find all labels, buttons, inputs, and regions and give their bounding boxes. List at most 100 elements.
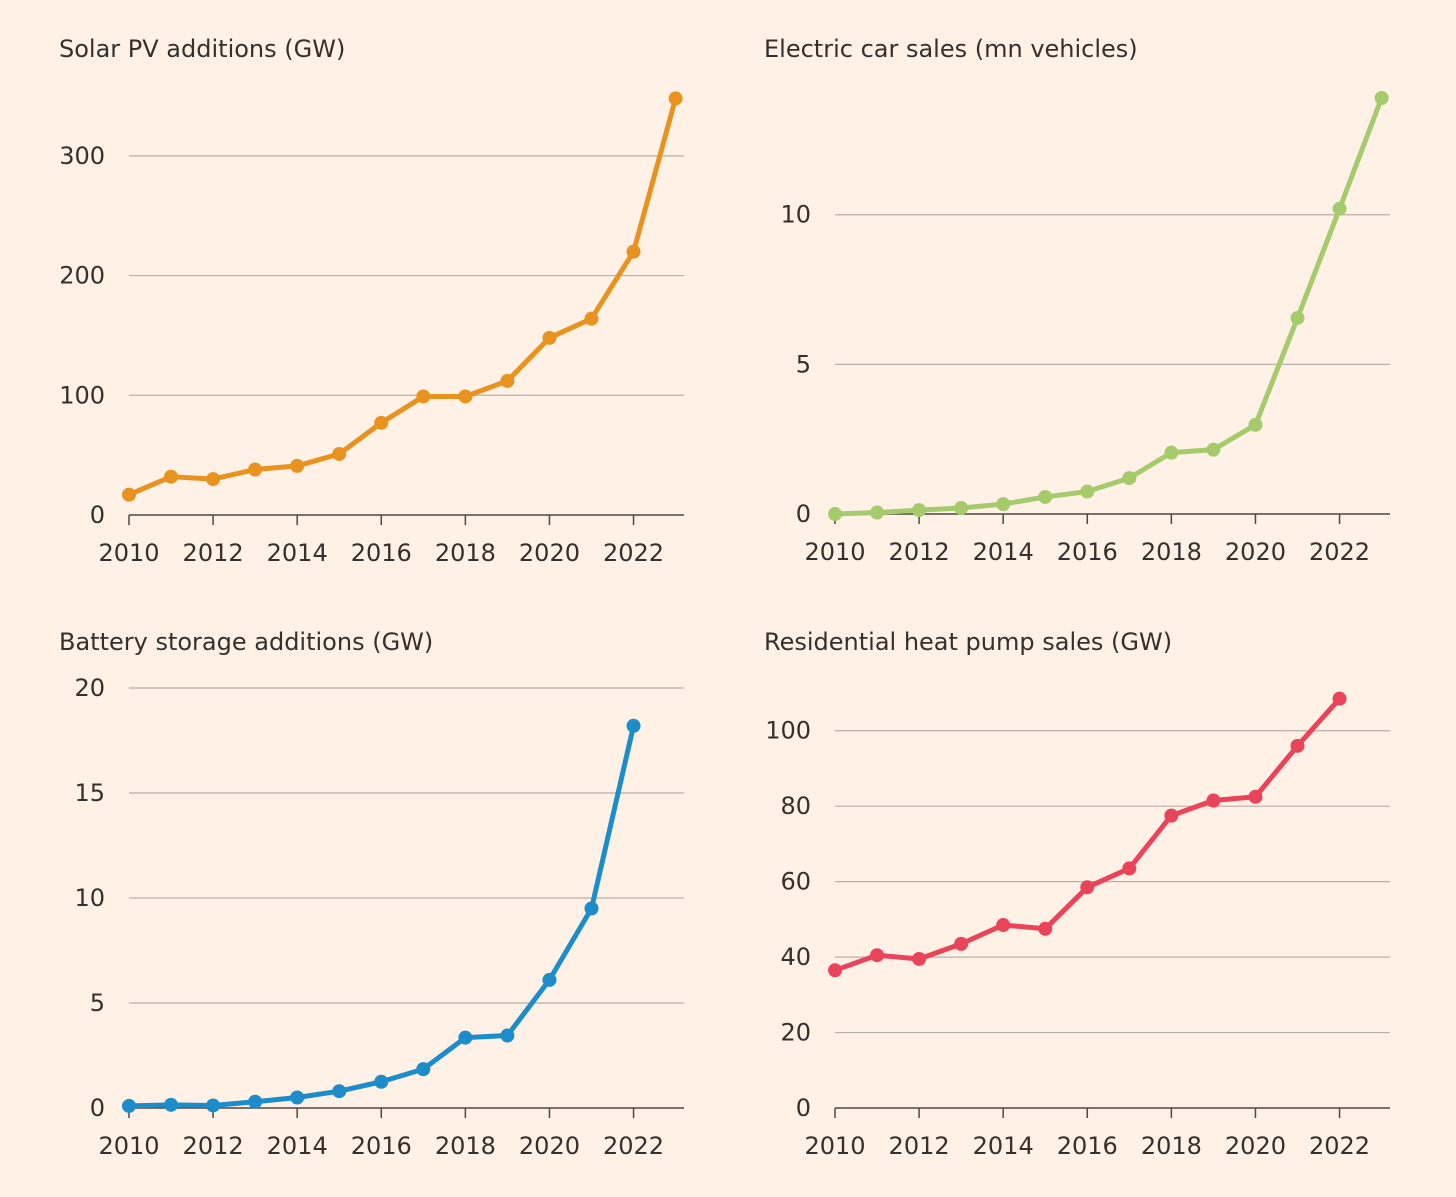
x-tick-labels: 2010 2012 2014 2016 2018 2020 2022 [98,1132,664,1160]
x-tick-label: 2010 [98,539,159,567]
data-point [248,462,263,477]
x-ticks [834,514,1341,524]
x-tick-label: 2016 [1057,538,1118,566]
x-tick-label: 2022 [603,1132,664,1160]
data-point [500,1028,515,1043]
data-point [206,1098,221,1113]
data-point [164,1097,179,1112]
data-point [828,507,842,521]
x-tick-label: 2012 [183,1132,244,1160]
y-tick-label: 20 [74,674,105,702]
electric-car-chart-svg: Electric car sales (mn vehicles) 0 5 10 201… [764,35,1390,566]
data-point [996,497,1011,512]
data-point [1080,484,1095,499]
x-tick-labels: 2010 2012 2014 2016 2018 2020 2022 [804,538,1370,566]
y-tick-label: 100 [765,717,811,745]
data-point [996,918,1011,933]
x-tick-label: 2018 [435,539,496,567]
y-tick-labels: 0 5 10 [780,201,811,528]
x-tick-label: 2020 [1225,538,1286,566]
data-point [1290,738,1305,753]
battery-storage-chart: Battery storage additions (GW) 0 5 10 15 20 2… [0,594,700,1174]
data-point [954,936,969,951]
x-tick-label: 2016 [1057,1132,1118,1160]
series-line [832,696,1343,973]
data-point [954,501,969,516]
y-tick-label: 0 [796,500,811,528]
gridlines [129,687,684,1004]
data-point [870,505,885,520]
x-tick-label: 2016 [351,539,412,567]
data-point [458,1030,473,1045]
data-point [164,469,179,484]
x-tick-label: 2020 [519,1132,580,1160]
series-line [126,723,637,1109]
data-point [122,1098,136,1113]
x-tick-labels: 2010 2012 2014 2016 2018 2020 2022 [98,539,664,567]
data-point [374,1074,389,1089]
chart-title: Battery storage additions (GW) [59,628,433,656]
data-point [1038,921,1053,936]
y-tick-label: 0 [90,1094,105,1122]
data-point [248,1094,263,1109]
data-point [458,389,473,404]
data-point [332,1084,347,1099]
data-point [828,963,842,978]
x-tick-label: 2010 [804,538,865,566]
data-point [1248,417,1263,432]
y-tick-label: 100 [59,381,105,409]
data-point [1122,861,1137,876]
gridlines [129,155,684,396]
x-tick-label: 2020 [519,539,580,567]
data-point [416,389,431,404]
data-point [870,948,885,963]
data-point [1290,310,1305,325]
x-tick-label: 2018 [1141,538,1202,566]
gridlines [835,730,1390,1034]
data-points [122,91,683,502]
data-point [1332,691,1347,706]
y-tick-label: 15 [74,779,105,807]
x-tick-label: 2012 [889,538,950,566]
data-point [542,972,557,987]
data-point [290,458,305,473]
data-point [1038,489,1053,504]
x-tick-labels: 2010 2012 2014 2016 2018 2020 2022 [804,1132,1370,1160]
y-tick-label: 0 [90,501,105,529]
y-tick-label: 10 [74,884,105,912]
data-point [374,415,389,430]
x-tick-label: 2014 [973,1132,1034,1160]
x-tick-label: 2018 [1141,1132,1202,1160]
data-point [1164,445,1179,460]
x-tick-label: 2022 [1309,538,1370,566]
y-tick-label: 10 [780,201,811,229]
data-point [584,311,599,326]
x-tick-label: 2014 [267,539,328,567]
data-points [122,718,641,1113]
y-tick-label: 300 [59,142,105,170]
y-tick-label: 20 [780,1019,811,1047]
gridlines [835,214,1390,365]
x-tick-label: 2010 [98,1132,159,1160]
data-point [542,330,557,345]
y-tick-labels: 0 100 200 300 [59,142,105,529]
data-point [500,373,515,388]
chart-title: Residential heat pump sales (GW) [764,628,1172,656]
data-points [828,691,1347,978]
x-tick-label: 2012 [183,539,244,567]
x-tick-label: 2016 [351,1132,412,1160]
data-points [828,90,1389,521]
data-point [332,446,347,461]
solar-pv-chart: Solar PV additions (GW) 0 100 200 300 2010 20… [0,0,700,580]
x-tick-label: 2022 [603,539,664,567]
heat-pump-chart: Residential heat pump sales (GW) 0 20 40 60… [706,594,1406,1174]
x-tick-label: 2010 [804,1132,865,1160]
y-tick-label: 40 [780,943,811,971]
y-tick-label: 0 [796,1094,811,1122]
data-point [206,472,221,487]
y-tick-label: 5 [796,350,811,378]
data-point [1080,880,1095,895]
battery-storage-chart-svg: Battery storage additions (GW) 051015202… [59,628,684,1160]
series-line [126,95,679,498]
data-point [290,1090,305,1105]
